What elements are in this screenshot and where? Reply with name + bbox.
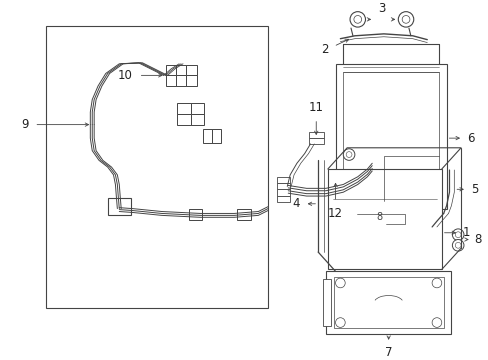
- Bar: [177, 114, 190, 125]
- Circle shape: [346, 152, 351, 157]
- Text: 9: 9: [21, 118, 28, 131]
- Bar: [335, 64, 446, 208]
- Bar: [176, 65, 186, 75]
- Bar: [237, 208, 250, 220]
- Bar: [323, 279, 330, 327]
- Bar: [308, 138, 324, 144]
- Bar: [325, 271, 450, 334]
- Circle shape: [451, 239, 463, 251]
- Circle shape: [401, 15, 409, 23]
- Bar: [165, 65, 176, 75]
- Circle shape: [431, 278, 441, 288]
- Text: 4: 4: [292, 197, 299, 210]
- Bar: [177, 103, 190, 114]
- Bar: [308, 132, 324, 138]
- Bar: [46, 26, 267, 308]
- Circle shape: [398, 12, 413, 27]
- Bar: [190, 114, 204, 125]
- Text: 2: 2: [321, 43, 328, 56]
- Bar: [365, 163, 376, 170]
- Text: 8: 8: [474, 233, 481, 246]
- Bar: [186, 75, 196, 86]
- Bar: [333, 277, 443, 328]
- Circle shape: [335, 278, 345, 288]
- Circle shape: [431, 318, 441, 327]
- Circle shape: [454, 232, 460, 238]
- Bar: [276, 195, 289, 202]
- Bar: [343, 72, 438, 201]
- Text: 10: 10: [118, 69, 133, 82]
- Text: 12: 12: [327, 207, 343, 220]
- Circle shape: [343, 149, 354, 160]
- Circle shape: [451, 229, 463, 240]
- Bar: [186, 65, 196, 75]
- Bar: [276, 177, 289, 183]
- Text: 8: 8: [375, 212, 382, 222]
- Bar: [276, 189, 289, 195]
- Bar: [165, 75, 176, 86]
- Text: 11: 11: [308, 101, 323, 114]
- Text: 1: 1: [462, 226, 469, 239]
- Circle shape: [353, 15, 361, 23]
- Circle shape: [335, 318, 345, 327]
- Bar: [365, 157, 376, 163]
- Bar: [211, 130, 220, 143]
- Circle shape: [349, 12, 365, 27]
- Bar: [276, 183, 289, 189]
- Bar: [374, 157, 386, 163]
- Bar: [190, 103, 204, 114]
- Bar: [188, 208, 202, 220]
- Bar: [374, 163, 386, 170]
- Text: 3: 3: [377, 2, 385, 15]
- Circle shape: [454, 242, 460, 248]
- Bar: [203, 130, 211, 143]
- Bar: [107, 198, 131, 215]
- Bar: [176, 75, 186, 86]
- Text: 5: 5: [470, 183, 477, 196]
- Bar: [327, 169, 441, 269]
- Text: 6: 6: [466, 132, 473, 145]
- Text: 7: 7: [384, 346, 391, 359]
